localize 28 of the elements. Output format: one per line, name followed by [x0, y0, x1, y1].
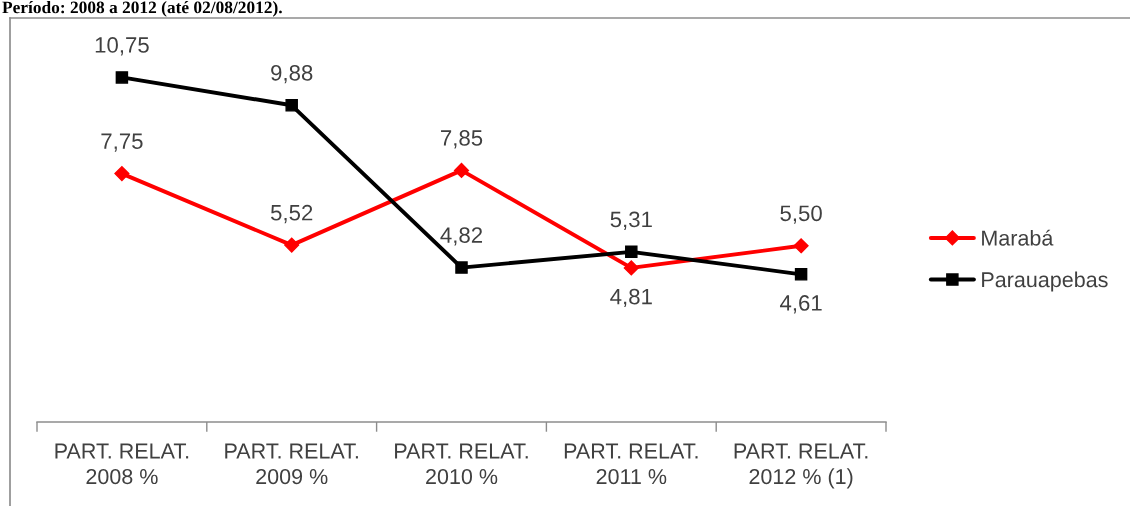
- x-tick-label: PART. RELAT. 2008 %: [55, 443, 189, 485]
- point: [453, 162, 470, 178]
- point: [114, 166, 130, 182]
- data-label: 5,52: [270, 204, 313, 224]
- x-tick-label: PART. RELAT. 2011 %: [564, 443, 698, 485]
- x-tick-label: PART. RELAT. 2010 %: [395, 443, 528, 485]
- point: [794, 268, 808, 281]
- point: [625, 245, 638, 259]
- chart-title: Período: 2008 a 2012 (até 02/08/2012).: [2, 1, 282, 17]
- data-label: 7,75: [101, 133, 143, 152]
- legend-label: Parauapebas: [982, 271, 1108, 292]
- point: [793, 238, 809, 254]
- x-tick-label: PART. RELAT. 2009 %: [225, 443, 358, 485]
- point: [285, 99, 298, 112]
- data-label: 4,82: [440, 227, 483, 246]
- x-tick-label: PART. RELAT. 2012 % (1): [734, 443, 868, 489]
- data-label: 4,61: [779, 295, 822, 314]
- data-label: 5,31: [610, 211, 652, 230]
- point: [455, 261, 468, 274]
- data-label: 7,85: [441, 130, 483, 149]
- legend-label: Marabá: [982, 229, 1054, 246]
- point: [284, 237, 300, 253]
- data-label: 9,88: [271, 64, 313, 84]
- data-label: 4,81: [610, 288, 652, 308]
- point: [623, 260, 639, 276]
- data-label: 5,50: [780, 205, 822, 224]
- point: [115, 71, 129, 84]
- data-label: 10,75: [95, 37, 149, 56]
